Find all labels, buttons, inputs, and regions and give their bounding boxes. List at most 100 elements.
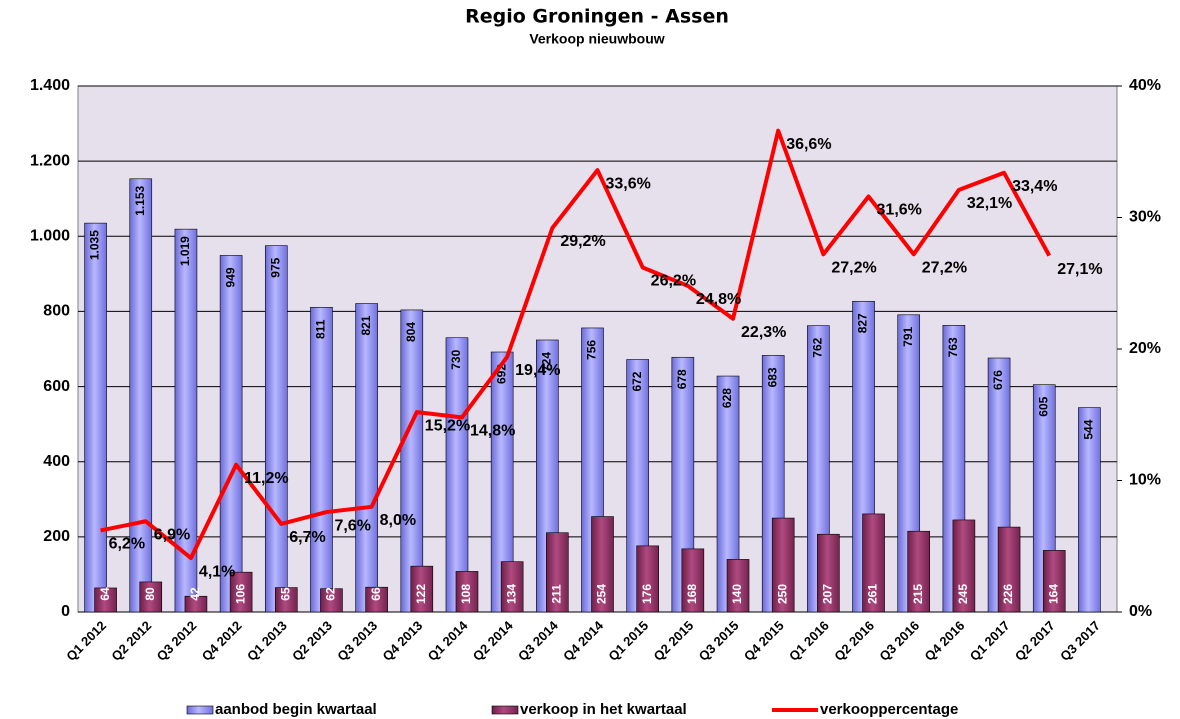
- x-tick-label: Q2 2012: [108, 618, 154, 664]
- bar: [219, 255, 243, 613]
- x-tick-label: Q4 2016: [922, 618, 968, 664]
- data-label: 26,2%: [651, 273, 696, 290]
- x-tick-label: Q2 2014: [470, 617, 516, 663]
- y2-tick-label: 20%: [1129, 340, 1161, 357]
- data-label: 605: [1036, 396, 1050, 416]
- data-label: 676: [991, 370, 1005, 390]
- y-tick-label: 400: [43, 453, 70, 470]
- x-tick-label: Q1 2014: [425, 617, 471, 663]
- data-label: 122: [414, 584, 428, 604]
- data-label: 763: [946, 337, 960, 357]
- data-label: 730: [449, 349, 463, 369]
- x-tick-label: Q1 2017: [967, 618, 1013, 664]
- chart-title: Regio Groningen - Assen: [465, 6, 729, 28]
- x-tick-label: Q4 2015: [741, 618, 787, 664]
- data-label: 19,4%: [515, 362, 560, 379]
- x-tick-label: Q1 2013: [244, 618, 290, 664]
- bar: [817, 533, 840, 613]
- data-label: 14,8%: [470, 423, 515, 440]
- x-tick-label: Q3 2013: [334, 618, 380, 664]
- data-label: 215: [911, 584, 925, 604]
- data-label: 6,7%: [289, 529, 325, 546]
- bar: [229, 571, 253, 613]
- data-label: 29,2%: [560, 233, 605, 250]
- data-label: 27,1%: [1057, 261, 1102, 278]
- data-label: 42: [188, 587, 202, 601]
- bar: [445, 337, 469, 613]
- data-label: 15,2%: [425, 417, 470, 434]
- data-label: 672: [630, 371, 644, 391]
- bar: [771, 517, 795, 613]
- data-label: 804: [404, 322, 418, 342]
- y2-tick-label: 0%: [1129, 603, 1152, 620]
- data-label: 36,6%: [786, 136, 831, 153]
- legend-swatch: [186, 705, 214, 715]
- bar: [274, 587, 298, 613]
- legend-label: verkooppercentage: [820, 701, 958, 718]
- bar: [726, 559, 750, 613]
- bar: [355, 303, 378, 613]
- bar: [365, 586, 388, 613]
- data-label: 827: [856, 313, 870, 333]
- bar: [591, 516, 614, 613]
- data-label: 207: [821, 584, 835, 604]
- data-label: 24,8%: [696, 291, 741, 308]
- data-label: 176: [640, 584, 654, 604]
- data-label: 211: [549, 584, 563, 604]
- data-label: 7,6%: [334, 517, 370, 534]
- data-label: 6,2%: [109, 536, 145, 553]
- data-label: 6,9%: [154, 526, 190, 543]
- data-label: 544: [1082, 419, 1096, 439]
- data-label: 1.153: [133, 185, 147, 215]
- data-label: 31,6%: [877, 202, 922, 219]
- bar: [1078, 407, 1101, 613]
- data-label: 261: [866, 584, 880, 604]
- bar: [310, 306, 333, 613]
- data-label: 140: [730, 584, 744, 604]
- bar: [94, 587, 117, 613]
- y-tick-label: 600: [43, 378, 70, 395]
- y-tick-label: 200: [43, 528, 70, 545]
- data-label: 106: [233, 584, 247, 604]
- x-tick-label: Q2 2016: [831, 618, 877, 664]
- bar: [264, 245, 288, 613]
- y2-tick-label: 30%: [1129, 209, 1161, 226]
- y2-tick-label: 40%: [1129, 77, 1161, 94]
- y-tick-label: 0: [61, 603, 70, 620]
- data-label: 27,2%: [922, 260, 967, 277]
- x-tick-label: Q3 2016: [876, 618, 922, 664]
- x-tick-label: Q3 2017: [1057, 618, 1103, 664]
- x-tick-label: Q4 2013: [379, 618, 425, 664]
- bar: [862, 513, 885, 613]
- bar: [139, 581, 163, 613]
- data-label: 164: [1046, 584, 1060, 604]
- bar: [546, 532, 569, 613]
- data-label: 27,2%: [831, 260, 876, 277]
- data-label: 975: [268, 257, 282, 277]
- x-tick-label: Q1 2012: [63, 618, 109, 664]
- x-tick-label: Q2 2015: [651, 618, 697, 664]
- data-label: 65: [278, 587, 292, 601]
- x-tick-label: Q4 2012: [199, 618, 245, 664]
- data-label: 1.019: [178, 236, 192, 266]
- y-tick-label: 800: [43, 303, 70, 320]
- data-label: 134: [504, 584, 518, 604]
- data-label: 791: [901, 326, 915, 346]
- bar: [184, 595, 208, 613]
- data-label: 22,3%: [741, 324, 786, 341]
- bar: [84, 222, 107, 613]
- x-tick-label: Q1 2015: [605, 618, 651, 664]
- data-label: 1.035: [88, 230, 102, 260]
- data-label: 949: [223, 267, 237, 287]
- data-label: 8,0%: [380, 512, 416, 529]
- x-tick-label: Q2 2013: [289, 618, 335, 664]
- x-tick-label: Q1 2016: [786, 618, 832, 664]
- data-label: 683: [765, 367, 779, 387]
- line: [100, 128, 1051, 561]
- x-tick-label: Q4 2014: [560, 617, 606, 663]
- legend-label: verkoop in het kwartaal: [520, 701, 687, 718]
- bar: [455, 571, 479, 613]
- data-label: 250: [775, 584, 789, 604]
- data-label: 80: [143, 587, 157, 601]
